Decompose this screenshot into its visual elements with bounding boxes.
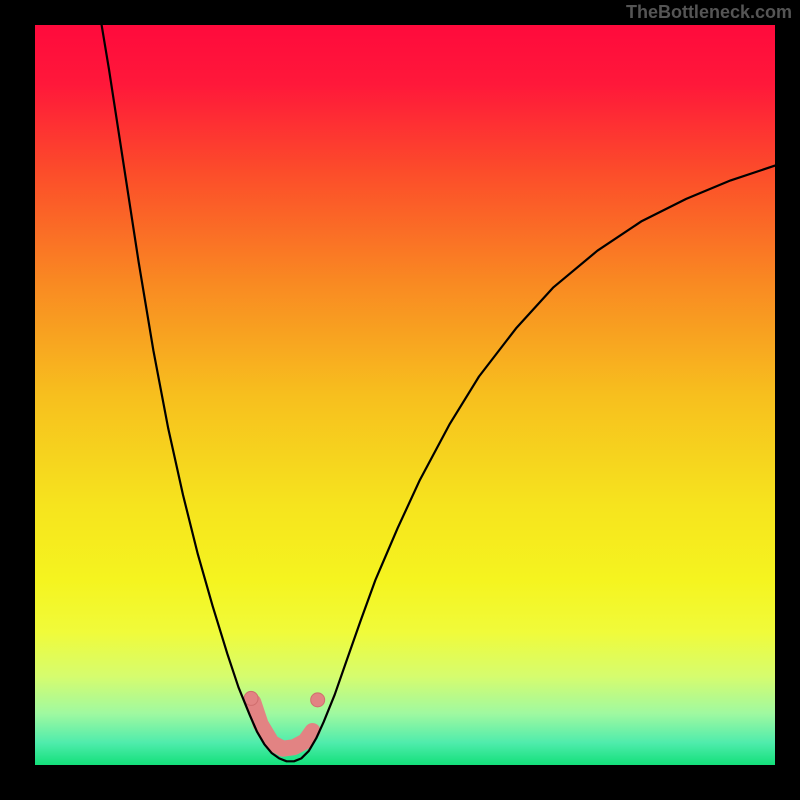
curve-layer bbox=[35, 25, 775, 765]
watermark-label: TheBottleneck.com bbox=[626, 2, 792, 23]
plot-area bbox=[35, 25, 775, 765]
chart-outer-frame: TheBottleneck.com bbox=[0, 0, 800, 800]
bottleneck-curve bbox=[102, 25, 775, 761]
